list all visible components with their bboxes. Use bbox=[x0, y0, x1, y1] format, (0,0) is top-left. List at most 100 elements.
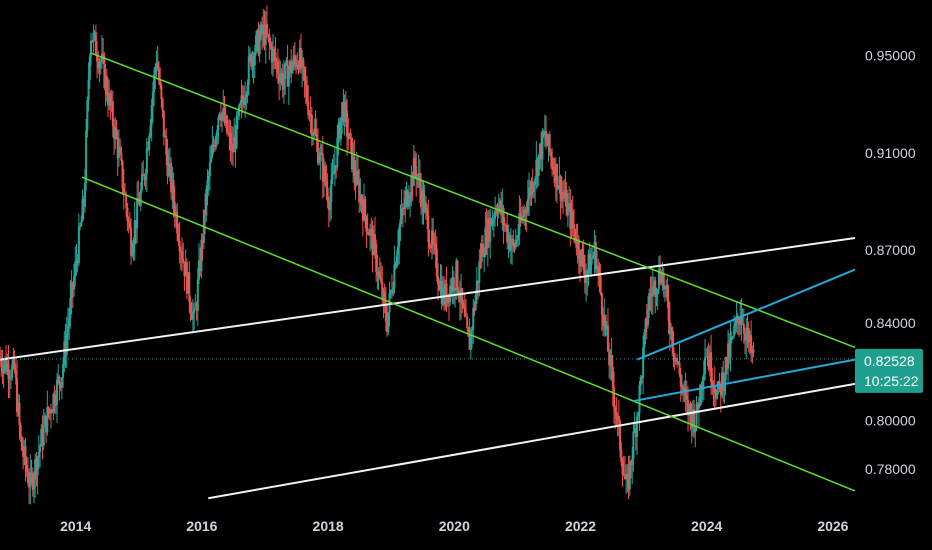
candle-body bbox=[108, 93, 111, 106]
candle-body bbox=[196, 279, 199, 311]
price-axis[interactable]: 0.95000 0.91000 0.87000 0.84000 0.80000 0.780… bbox=[865, 48, 916, 477]
candle-body bbox=[433, 243, 436, 245]
blue-wedge-line[interactable] bbox=[636, 268, 856, 361]
candle-body bbox=[386, 321, 389, 332]
candle-body bbox=[621, 461, 624, 475]
candle-body bbox=[130, 227, 133, 256]
candle-body bbox=[570, 210, 573, 229]
candle-body bbox=[751, 352, 754, 354]
candle-body bbox=[650, 294, 653, 297]
candle-body bbox=[371, 229, 374, 256]
candle-body bbox=[188, 272, 191, 302]
candle-body bbox=[190, 311, 193, 320]
candle-body bbox=[119, 147, 122, 153]
candle-body bbox=[680, 386, 683, 388]
candle-body bbox=[480, 243, 483, 262]
candle-body bbox=[24, 446, 27, 465]
candle-body bbox=[261, 24, 264, 35]
candle-body bbox=[646, 309, 649, 326]
candle-body bbox=[242, 100, 245, 105]
candle-body bbox=[644, 318, 647, 332]
candle-body bbox=[309, 113, 312, 116]
candle-body bbox=[569, 203, 572, 229]
candle-body bbox=[564, 189, 567, 199]
candle-body bbox=[316, 140, 319, 163]
candle-body bbox=[97, 61, 100, 69]
candle-body bbox=[449, 285, 452, 302]
candle-body bbox=[494, 210, 497, 219]
candle-body bbox=[48, 409, 51, 414]
candle-body bbox=[18, 402, 21, 425]
candle-body bbox=[515, 239, 518, 241]
candle-body bbox=[239, 102, 242, 106]
green-channel-line[interactable] bbox=[91, 52, 856, 349]
candle-body bbox=[625, 477, 628, 480]
candle-body bbox=[446, 294, 449, 304]
candle-body bbox=[633, 427, 636, 432]
candle-body bbox=[161, 98, 164, 111]
white-trendline[interactable] bbox=[0, 236, 856, 361]
candle-body bbox=[713, 385, 716, 393]
candle-body bbox=[258, 36, 261, 55]
candle-body bbox=[86, 100, 89, 131]
green-channel-line[interactable] bbox=[81, 176, 856, 492]
blue-wedge-line[interactable] bbox=[633, 358, 856, 402]
candle-body bbox=[594, 241, 597, 270]
white-trendline[interactable] bbox=[208, 382, 856, 500]
current-price-label: 0.82528 bbox=[864, 353, 915, 369]
candle-body bbox=[619, 420, 622, 450]
candle-body bbox=[365, 216, 368, 232]
candle-body bbox=[77, 226, 80, 264]
candle-body bbox=[229, 133, 232, 151]
time-axis[interactable]: 2014 2016 2018 2020 2022 2024 2026 bbox=[60, 518, 849, 534]
candle-body bbox=[178, 241, 181, 252]
current-price-tag: 0.82528 10:25:22 bbox=[855, 348, 923, 393]
candle-body bbox=[225, 115, 228, 133]
candle-body bbox=[397, 246, 400, 256]
candle-body bbox=[626, 473, 629, 478]
candle-body bbox=[92, 33, 95, 42]
candle-body bbox=[468, 336, 471, 350]
candle-body bbox=[552, 167, 555, 171]
candle-body bbox=[233, 136, 236, 153]
candle-body bbox=[370, 229, 373, 231]
candle-body bbox=[540, 143, 543, 160]
candle-body bbox=[361, 205, 364, 221]
candle-body bbox=[212, 144, 215, 147]
candle-body bbox=[64, 341, 67, 355]
candle-body bbox=[194, 307, 197, 309]
candle-body bbox=[376, 271, 379, 276]
candle-body bbox=[348, 133, 351, 139]
candle-body bbox=[34, 458, 37, 480]
candle-body bbox=[710, 352, 713, 382]
candle-body bbox=[172, 179, 175, 202]
candle-body bbox=[444, 283, 447, 305]
candle-body bbox=[88, 56, 91, 80]
candle-body bbox=[32, 479, 35, 490]
candle-body bbox=[485, 227, 488, 249]
candle-body bbox=[524, 209, 527, 213]
candle-body bbox=[507, 235, 510, 243]
candle-body bbox=[422, 190, 425, 213]
candle-body bbox=[428, 242, 431, 248]
candle-body bbox=[63, 341, 66, 365]
candle-body bbox=[337, 122, 340, 138]
drawn-trendlines[interactable] bbox=[0, 52, 856, 500]
candle-body bbox=[683, 388, 686, 391]
candle-body bbox=[503, 224, 506, 226]
candle-body bbox=[648, 293, 651, 310]
candle-body bbox=[207, 176, 210, 181]
candle-body bbox=[8, 378, 11, 380]
candle-body bbox=[354, 175, 357, 186]
candle-body bbox=[689, 403, 692, 413]
candle-body bbox=[128, 221, 131, 228]
candle-body bbox=[695, 403, 698, 427]
candle-body bbox=[637, 413, 640, 417]
candle-body bbox=[9, 377, 12, 379]
candle-body bbox=[274, 52, 277, 62]
candle-body bbox=[155, 62, 158, 69]
candle-body bbox=[290, 61, 293, 73]
price-tick-label: 0.87000 bbox=[865, 242, 916, 258]
candle-body bbox=[219, 113, 222, 121]
